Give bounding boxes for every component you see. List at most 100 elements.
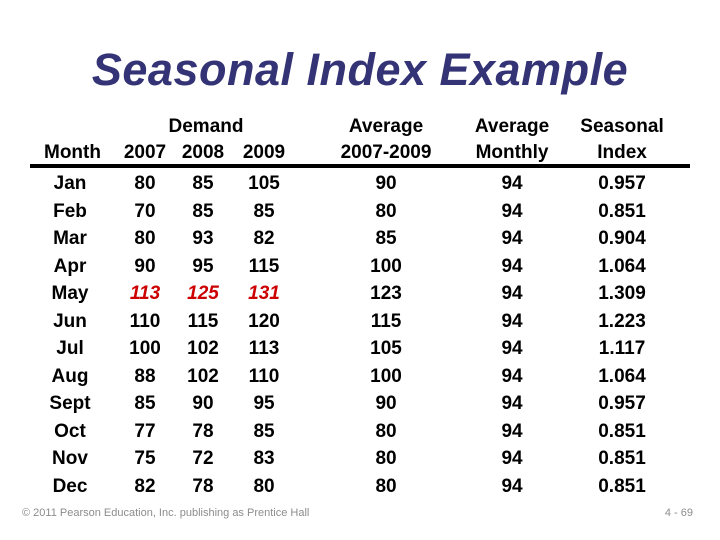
header-seasonal-line2: Index — [554, 138, 691, 168]
average-monthly-cell: 94 — [501, 310, 523, 332]
demand-2007-cell: 77 — [134, 420, 156, 442]
demand-2007-cell: 80 — [134, 173, 156, 194]
average-monthly-cell: 94 — [501, 365, 523, 387]
demand-2007-cell: 100 — [129, 338, 161, 359]
average-cell: 80 — [375, 475, 397, 497]
table-row: Aug 88 102 110 100 94 1.064 — [30, 360, 690, 388]
month-cell: Jan — [53, 173, 87, 194]
seasonal-index-cell: 0.957 — [598, 393, 646, 414]
demand-2007-cell: 110 — [129, 310, 161, 332]
average-cell: 100 — [370, 255, 402, 277]
demand-2008-cell: 72 — [192, 448, 214, 469]
demand-2008-cell: 85 — [192, 173, 214, 194]
demand-2009-cell: 120 — [248, 310, 280, 332]
month-cell: Jul — [56, 338, 84, 359]
table-row: Jul 100 102 113 105 94 1.117 — [30, 333, 690, 361]
month-cell: Jun — [53, 310, 87, 332]
demand-2009-cell: 85 — [253, 200, 275, 222]
header-year-2009: 2009 — [226, 138, 303, 168]
demand-2009-cell: 95 — [253, 393, 275, 414]
demand-2009-cell: 83 — [253, 448, 275, 469]
table-row: Jan 80 85 105 90 94 0.957 — [30, 166, 690, 195]
demand-2009-cell: 115 — [248, 255, 280, 277]
table-row: Oct 77 78 85 80 94 0.851 — [30, 415, 690, 443]
average-cell: 80 — [375, 420, 397, 442]
average-cell: 115 — [370, 310, 402, 332]
average-monthly-cell: 94 — [501, 283, 523, 304]
demand-2007-cell: 75 — [134, 448, 156, 469]
month-cell: Sept — [49, 393, 91, 414]
month-cell: Oct — [54, 420, 86, 442]
demand-2008-cell: 85 — [192, 200, 214, 222]
average-monthly-cell: 94 — [501, 255, 523, 277]
average-monthly-cell: 94 — [501, 338, 523, 359]
demand-2007-cell: 80 — [134, 228, 156, 249]
average-monthly-cell: 94 — [501, 475, 523, 497]
seasonal-index-table: Demand Average Average Seasonal Month 20… — [30, 112, 691, 498]
seasonal-index-cell: 0.851 — [598, 420, 646, 442]
table-row: Feb 70 85 85 80 94 0.851 — [30, 195, 690, 223]
header-year-2007: 2007 — [110, 138, 180, 168]
header-average-monthly-line1: Average — [474, 116, 550, 137]
seasonal-index-cell: 0.851 — [598, 475, 646, 497]
header-year-2008: 2008 — [180, 138, 226, 168]
demand-2008-cell: 102 — [187, 365, 219, 387]
header-month: Month — [30, 138, 110, 168]
demand-2009-cell: 131 — [248, 283, 280, 304]
month-cell: Apr — [53, 255, 87, 277]
demand-2009-cell: 113 — [248, 338, 280, 359]
seasonal-index-cell: 0.957 — [598, 173, 646, 194]
header-average-line1: Average — [348, 116, 424, 137]
seasonal-index-cell: 1.223 — [598, 310, 646, 332]
demand-2008-cell: 95 — [192, 255, 214, 277]
header-demand-group: Demand — [168, 116, 244, 137]
header-spacer — [30, 112, 110, 138]
table-row: Apr 90 95 115 100 94 1.064 — [30, 250, 690, 278]
header-average-line2: 2007-2009 — [302, 138, 471, 168]
average-cell: 100 — [370, 365, 402, 387]
seasonal-index-cell: 1.117 — [598, 338, 646, 359]
header-label-row: Month 2007 2008 2009 2007-2009 Monthly I… — [30, 138, 691, 168]
average-cell: 85 — [375, 228, 397, 249]
demand-2007-cell: 113 — [129, 283, 161, 304]
demand-2009-cell: 105 — [248, 173, 280, 194]
month-cell: Aug — [51, 365, 89, 387]
average-cell: 123 — [370, 283, 402, 304]
month-cell: Feb — [53, 200, 87, 222]
demand-2008-cell: 90 — [192, 393, 214, 414]
average-cell: 90 — [375, 173, 397, 194]
month-cell: Nov — [52, 448, 88, 469]
seasonal-index-cell: 0.851 — [598, 200, 646, 222]
average-monthly-cell: 94 — [501, 420, 523, 442]
seasonal-index-cell: 0.851 — [598, 448, 646, 469]
demand-2009-cell: 110 — [248, 365, 280, 387]
seasonal-index-cell: 1.309 — [598, 283, 646, 304]
table-row: Mar 80 93 82 85 94 0.904 — [30, 223, 690, 251]
average-cell: 80 — [375, 200, 397, 222]
header-group-row: Demand Average Average Seasonal — [30, 112, 690, 138]
average-monthly-cell: 94 — [501, 228, 523, 249]
seasonal-index-cell: 1.064 — [598, 255, 646, 277]
demand-2008-cell: 125 — [187, 283, 219, 304]
table-row: Jun 110 115 120 115 94 1.223 — [30, 305, 690, 333]
table-row: May 113 125 131 123 94 1.309 — [30, 278, 690, 306]
header-seasonal-line1: Seasonal — [580, 116, 664, 137]
table-row: Dec 82 78 80 80 94 0.851 — [30, 470, 690, 498]
month-cell: Mar — [53, 228, 87, 249]
slide-title: Seasonal Index Example — [91, 44, 629, 95]
table-row: Sept 85 90 95 90 94 0.957 — [30, 388, 690, 416]
demand-2007-cell: 70 — [134, 200, 156, 222]
header-average-monthly-line2: Monthly — [470, 138, 555, 168]
demand-2007-cell: 90 — [134, 255, 156, 277]
average-monthly-cell: 94 — [501, 200, 523, 222]
demand-2007-cell: 85 — [134, 393, 156, 414]
average-monthly-cell: 94 — [501, 448, 523, 469]
demand-2008-cell: 78 — [192, 420, 214, 442]
demand-2008-cell: 78 — [192, 475, 214, 497]
demand-2007-cell: 88 — [134, 365, 156, 387]
seasonal-index-cell: 1.064 — [598, 365, 646, 387]
month-cell: Dec — [52, 475, 88, 497]
demand-2008-cell: 93 — [192, 228, 214, 249]
footer-copyright: © 2011 Pearson Education, Inc. publishin… — [22, 507, 310, 519]
average-cell: 105 — [370, 338, 402, 359]
